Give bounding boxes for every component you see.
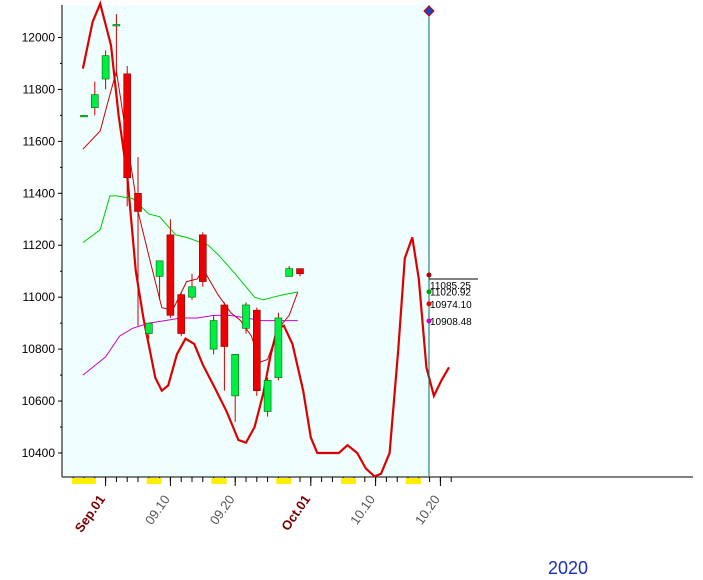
year-label: 2020 [548, 558, 589, 578]
x-tick-label: Oct.01 [278, 492, 313, 533]
candle-body [155, 260, 164, 277]
candle-body [91, 94, 99, 108]
weekend-marker [276, 478, 292, 484]
candle-body [80, 115, 88, 118]
candle-body [285, 268, 294, 277]
y-tick-label: 12000 [22, 30, 56, 44]
weekend-marker [72, 478, 96, 484]
candle-body [145, 322, 153, 334]
value-label: 11020.92 [430, 288, 471, 299]
value-label: 11085.25 [430, 281, 471, 292]
candle-body [166, 234, 175, 316]
candle-body [220, 304, 229, 347]
candle-body [123, 73, 131, 179]
weekend-marker [405, 478, 421, 484]
value-marker [426, 272, 432, 278]
value-marker [426, 301, 432, 307]
series-line-3 [82, 195, 298, 301]
value-label: 10908.48 [430, 317, 472, 328]
candle-body [134, 193, 142, 212]
x-tick-label: 10.20 [412, 492, 443, 527]
candle-body [253, 309, 261, 391]
candle-body [209, 320, 218, 350]
current-day-marker [423, 5, 435, 17]
x-tick-label: 09.20 [207, 492, 238, 527]
x-tick-label: Sep.01 [72, 492, 108, 535]
weekend-marker [341, 478, 357, 484]
y-tick-label: 10600 [22, 394, 56, 408]
value-label: 10974.10 [430, 300, 472, 311]
y-tick-label: 11600 [23, 134, 56, 148]
y-tick-label: 11000 [23, 290, 56, 304]
x-tick-label: 09.10 [142, 492, 173, 527]
y-tick-label: 10800 [22, 342, 56, 356]
candle-body [231, 354, 239, 397]
weekend-marker [146, 478, 162, 484]
history-shading [62, 5, 429, 477]
y-tick-label: 11200 [23, 238, 56, 252]
y-tick-label: 11400 [23, 186, 56, 200]
candle-body [263, 379, 272, 412]
value-marker [426, 318, 432, 324]
series-line-2 [82, 71, 299, 363]
y-tick-label: 10400 [22, 446, 56, 460]
candle-body [177, 294, 185, 334]
candle-body [274, 317, 283, 378]
y-tick-label: 11800 [23, 82, 56, 96]
candle-body [112, 24, 121, 27]
candle-body [296, 268, 304, 275]
candle-body [188, 286, 196, 298]
weekend-marker [211, 478, 227, 484]
candle-body [199, 234, 207, 282]
value-marker [426, 289, 432, 295]
x-tick-label: 10.10 [347, 492, 378, 527]
candle-body [242, 304, 250, 329]
candle-body [101, 55, 110, 80]
